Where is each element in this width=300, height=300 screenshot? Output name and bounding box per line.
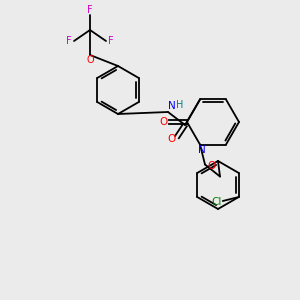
Text: O: O xyxy=(167,134,175,144)
Text: O: O xyxy=(86,55,94,65)
Text: N: N xyxy=(198,145,206,154)
Text: Cl: Cl xyxy=(212,197,222,207)
Text: H: H xyxy=(176,100,184,110)
Text: N: N xyxy=(168,101,176,111)
Text: O: O xyxy=(160,117,168,127)
Text: O: O xyxy=(207,160,215,170)
Text: F: F xyxy=(108,36,114,46)
Text: F: F xyxy=(87,5,93,15)
Text: F: F xyxy=(66,36,72,46)
